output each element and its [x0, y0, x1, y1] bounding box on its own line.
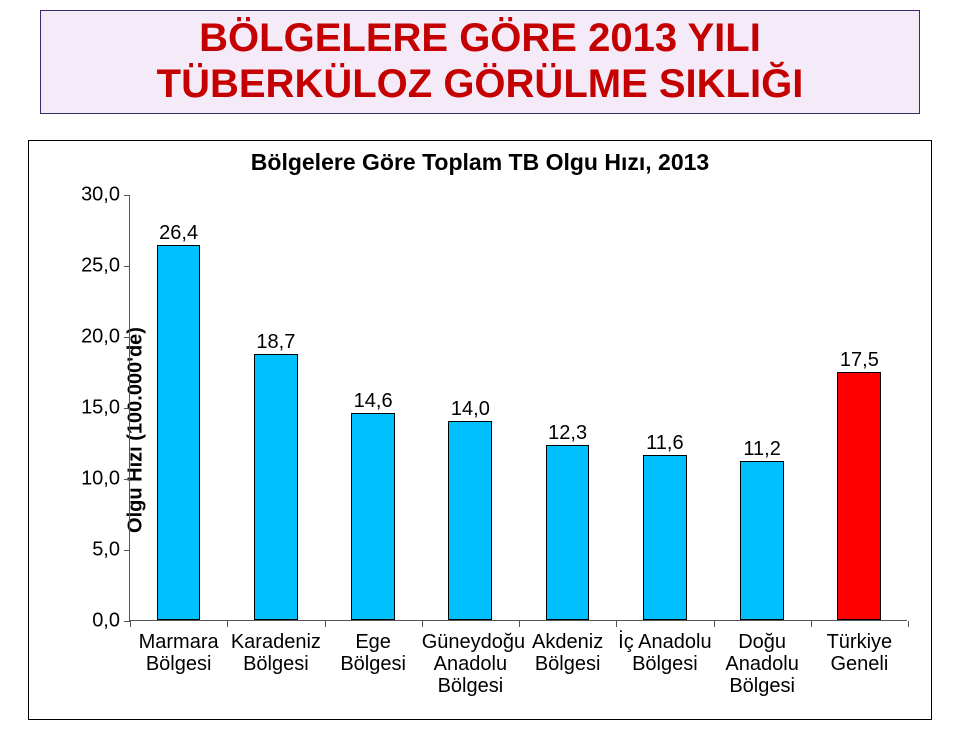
xtick-mark	[908, 621, 909, 627]
ytick-mark	[124, 408, 130, 409]
bar-value-label: 11,2	[743, 438, 780, 461]
title-box: BÖLGELERE GÖRE 2013 YILI TÜBERKÜLOZ GÖRÜ…	[40, 10, 920, 114]
xtick-mark	[130, 621, 131, 627]
bar-value-label: 26,4	[159, 222, 198, 245]
xtick-mark	[227, 621, 228, 627]
ytick-label: 20,0	[72, 326, 120, 349]
ytick-mark	[124, 337, 130, 338]
xtick-mark	[811, 621, 812, 627]
chart-title: Bölgelere Göre Toplam TB Olgu Hızı, 2013	[29, 149, 931, 176]
xtick-mark	[714, 621, 715, 627]
ytick-mark	[124, 266, 130, 267]
bar: 11,2	[740, 461, 784, 620]
bar-value-label: 11,6	[646, 432, 683, 455]
slide: BÖLGELERE GÖRE 2013 YILI TÜBERKÜLOZ GÖRÜ…	[0, 0, 960, 750]
x-axis-category-label: TürkiyeGeneli	[811, 631, 908, 675]
ytick-label: 10,0	[72, 468, 120, 491]
x-axis-category-label: AkdenizBölgesi	[519, 631, 616, 675]
xtick-mark	[325, 621, 326, 627]
chart-frame: Bölgelere Göre Toplam TB Olgu Hızı, 2013…	[28, 140, 932, 720]
ytick-mark	[124, 195, 130, 196]
xtick-mark	[616, 621, 617, 627]
x-axis-category-label: İç AnadoluBölgesi	[616, 631, 713, 675]
bar-value-label: 14,6	[354, 390, 393, 413]
ytick-label: 25,0	[72, 255, 120, 278]
x-axis-category-label: MarmaraBölgesi	[130, 631, 227, 675]
ytick-label: 15,0	[72, 397, 120, 420]
bar: 14,6	[351, 413, 395, 620]
ytick-mark	[124, 479, 130, 480]
ytick-mark	[124, 550, 130, 551]
bar: 12,3	[546, 445, 590, 620]
xtick-mark	[519, 621, 520, 627]
bar-value-label: 14,0	[451, 398, 490, 421]
bar: 14,0	[448, 421, 492, 620]
plot-area: 0,05,010,015,020,025,030,026,4MarmaraBöl…	[129, 195, 907, 621]
x-axis-category-label: DoğuAnadoluBölgesi	[714, 631, 811, 697]
xtick-mark	[422, 621, 423, 627]
bar-value-label: 18,7	[256, 331, 295, 354]
x-axis-category-label: GüneydoğuAnadoluBölgesi	[422, 631, 519, 697]
bar: 11,6	[643, 455, 687, 620]
ytick-label: 5,0	[72, 539, 120, 562]
bar: 26,4	[157, 245, 201, 620]
title-line-1: BÖLGELERE GÖRE 2013 YILI	[47, 15, 913, 61]
ytick-label: 30,0	[72, 184, 120, 207]
bar-value-label: 17,5	[840, 349, 879, 372]
x-axis-category-label: EgeBölgesi	[325, 631, 422, 675]
bar: 18,7	[254, 354, 298, 620]
title-line-2: TÜBERKÜLOZ GÖRÜLME SIKLIĞI	[47, 61, 913, 107]
bar: 17,5	[837, 372, 881, 621]
bar-value-label: 12,3	[548, 422, 587, 445]
ytick-label: 0,0	[72, 610, 120, 633]
x-axis-category-label: KaradenizBölgesi	[227, 631, 324, 675]
